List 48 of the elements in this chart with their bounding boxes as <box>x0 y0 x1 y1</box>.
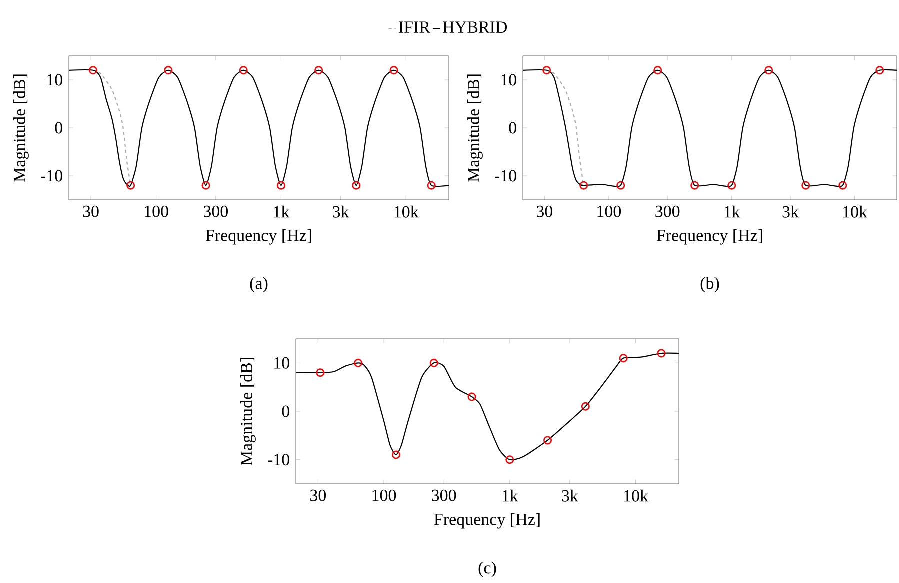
text: (b) <box>700 277 720 293</box>
x-tick-label: 1k <box>274 206 290 218</box>
x-tick-label: 10k <box>624 490 649 502</box>
point <box>619 354 628 363</box>
x-tick-label: 1k <box>502 490 518 502</box>
y-tick-label: 0 <box>55 122 62 134</box>
y-tick-label: 10 <box>48 74 62 86</box>
legend-label: HYBRID <box>443 22 508 34</box>
point <box>581 402 590 411</box>
legend-label: IFIR <box>398 22 430 33</box>
x-tick-label: 300 <box>204 206 228 218</box>
x-axis-title: Frequency [Hz] <box>206 229 312 245</box>
x-tick-label: 10k <box>394 206 419 218</box>
x-tick-label: 3k <box>782 206 800 218</box>
y-tick-label: -10 <box>41 170 62 182</box>
x-tick-label: 30 <box>83 206 99 218</box>
y-axis-title: Magnitude [dB] <box>240 358 256 466</box>
y-axis-title: Magnitude [dB] <box>13 74 29 182</box>
point <box>392 450 400 460</box>
point <box>657 349 666 358</box>
text: (c) <box>478 562 496 578</box>
point <box>468 392 476 402</box>
y-tick-label: 0 <box>509 122 516 134</box>
x-tick-label: 30 <box>310 490 326 502</box>
x-tick-label: 10k <box>844 206 868 218</box>
x-tick-label: 100 <box>145 206 168 218</box>
y-tick-label: -10 <box>495 170 516 182</box>
y-tick-label: 10 <box>274 357 290 369</box>
point <box>430 358 438 368</box>
y-axis-title: Magnitude [dB] <box>467 74 483 182</box>
x-tick-label: 3k <box>333 206 350 218</box>
y-tick-label: 10 <box>502 74 516 86</box>
x-tick-label: 30 <box>536 206 553 218</box>
x-axis-title: Frequency [Hz] <box>434 513 540 529</box>
x-tick-label: 100 <box>598 206 622 218</box>
x-tick-label: 1k <box>724 206 740 218</box>
x-tick-label: 100 <box>372 490 396 502</box>
y-tick-label: -10 <box>268 454 290 466</box>
x-tick-label: 300 <box>432 490 456 502</box>
y-tick-label: 0 <box>282 406 290 418</box>
x-tick-label: 300 <box>656 206 680 218</box>
text: (a) <box>250 277 268 293</box>
point <box>544 436 552 445</box>
x-axis-title: Frequency [Hz] <box>656 229 762 245</box>
point <box>316 368 325 378</box>
point <box>506 456 514 464</box>
x-tick-label: 3k <box>562 490 578 502</box>
point <box>354 358 363 368</box>
